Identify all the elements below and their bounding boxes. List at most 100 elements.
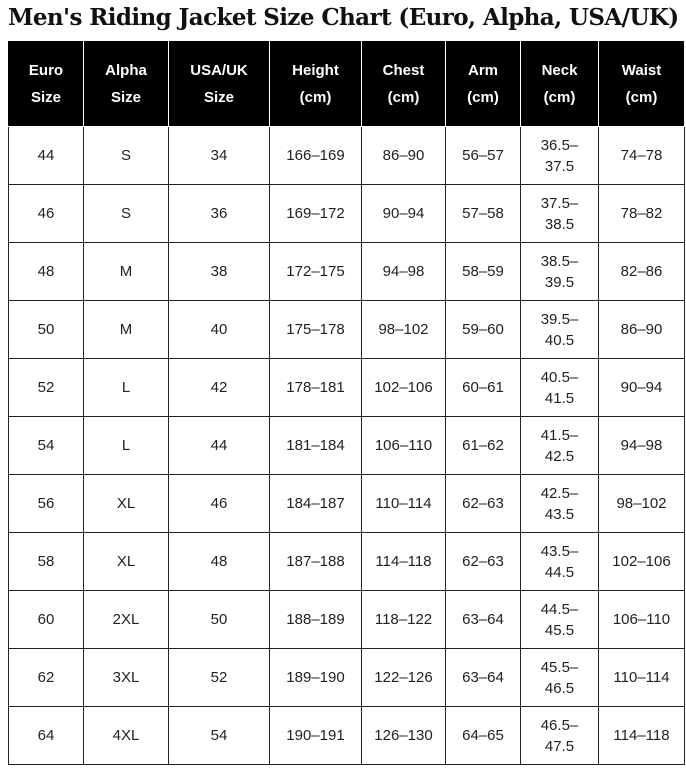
- cell-usa-uk-size: 40: [168, 300, 270, 359]
- cell-arm: 59–60: [445, 300, 521, 359]
- column-header-line: (cm): [543, 88, 576, 106]
- column-header-line: Euro: [28, 61, 64, 79]
- cell-value: 102–106: [612, 553, 671, 570]
- table-row: 58 XL 48 187–188 114–118 62–63 43.5–44.5 102–10…: [8, 532, 685, 591]
- cell-value: 40.5–41.5: [540, 368, 579, 407]
- cell-arm: 61–62: [445, 416, 521, 475]
- cell-euro-size: 52: [8, 358, 84, 417]
- cell-waist: 78–82: [598, 184, 685, 243]
- column-header-neck: Neck (cm): [520, 40, 599, 127]
- cell-usa-uk-size: 38: [168, 242, 270, 301]
- cell-value: 62–63: [462, 495, 504, 512]
- cell-usa-uk-size: 46: [168, 474, 270, 533]
- cell-value: 178–181: [286, 379, 345, 396]
- page-title: Men's Riding Jacket Size Chart (Euro, Al…: [8, 4, 679, 31]
- column-header-height: Height (cm): [269, 40, 362, 127]
- cell-value: S: [120, 147, 131, 164]
- column-header-line: Neck: [541, 61, 578, 79]
- cell-usa-uk-size: 48: [168, 532, 270, 591]
- cell-value: 187–188: [286, 553, 345, 570]
- cell-waist: 94–98: [598, 416, 685, 475]
- cell-value: 2XL: [112, 611, 140, 628]
- column-header-chest: Chest (cm): [361, 40, 446, 127]
- cell-height: 181–184: [269, 416, 362, 475]
- table-row: 46 S 36 169–172 90–94 57–58 37.5–38.5 78–82: [8, 184, 685, 243]
- cell-chest: 86–90: [361, 126, 446, 185]
- cell-chest: 126–130: [361, 706, 446, 765]
- cell-value: 44.5–45.5: [540, 600, 579, 639]
- cell-chest: 110–114: [361, 474, 446, 533]
- cell-value: 82–86: [620, 263, 663, 280]
- cell-neck: 36.5–37.5: [520, 126, 599, 185]
- column-header-line: Alpha: [105, 61, 147, 79]
- cell-height: 190–191: [269, 706, 362, 765]
- column-header-line: (cm): [299, 88, 332, 106]
- cell-value: 46.5–47.5: [540, 716, 579, 755]
- cell-waist: 90–94: [598, 358, 685, 417]
- cell-euro-size: 58: [8, 532, 84, 591]
- cell-value: 181–184: [286, 437, 345, 454]
- cell-waist: 102–106: [598, 532, 685, 591]
- cell-value: 52: [37, 379, 55, 396]
- column-header-euro-size: Euro Size: [8, 40, 84, 127]
- size-chart-table: Euro Size Alpha Size USA/UK Size Height (cm) Che…: [8, 40, 685, 765]
- column-header-line: (cm): [625, 88, 658, 106]
- cell-waist: 110–114: [598, 648, 685, 707]
- cell-value: L: [121, 437, 131, 454]
- cell-waist: 114–118: [598, 706, 685, 765]
- cell-arm: 63–64: [445, 648, 521, 707]
- column-header-line: Waist: [621, 61, 662, 79]
- cell-value: 45.5–46.5: [540, 658, 579, 697]
- cell-waist: 106–110: [598, 590, 685, 649]
- cell-arm: 58–59: [445, 242, 521, 301]
- cell-value: 57–58: [462, 205, 504, 222]
- cell-arm: 64–65: [445, 706, 521, 765]
- cell-value: 38.5–39.5: [540, 252, 579, 291]
- table-row: 50 M 40 175–178 98–102 59–60 39.5–40.5 86–90: [8, 300, 685, 359]
- cell-chest: 102–106: [361, 358, 446, 417]
- cell-value: 4XL: [112, 727, 140, 744]
- table-row: 56 XL 46 184–187 110–114 62–63 42.5–43.5 98–102: [8, 474, 685, 533]
- cell-value: 169–172: [286, 205, 345, 222]
- column-header-arm: Arm (cm): [445, 40, 521, 127]
- cell-alpha-size: 4XL: [83, 706, 169, 765]
- cell-usa-uk-size: 42: [168, 358, 270, 417]
- cell-alpha-size: 3XL: [83, 648, 169, 707]
- cell-value: 60–61: [462, 379, 504, 396]
- cell-value: 37.5–38.5: [540, 194, 579, 233]
- cell-chest: 122–126: [361, 648, 446, 707]
- cell-value: 98–102: [378, 321, 429, 338]
- cell-value: 110–114: [613, 669, 670, 686]
- cell-neck: 42.5–43.5: [520, 474, 599, 533]
- cell-value: 46: [210, 495, 228, 512]
- cell-euro-size: 44: [8, 126, 84, 185]
- table-row: 48 M 38 172–175 94–98 58–59 38.5–39.5 82–86: [8, 242, 685, 301]
- cell-arm: 60–61: [445, 358, 521, 417]
- cell-value: 42: [210, 379, 228, 396]
- cell-value: 54: [210, 727, 228, 744]
- cell-chest: 98–102: [361, 300, 446, 359]
- cell-value: 78–82: [620, 205, 663, 222]
- cell-neck: 39.5–40.5: [520, 300, 599, 359]
- cell-value: 56: [37, 495, 55, 512]
- cell-value: 61–62: [462, 437, 504, 454]
- cell-height: 172–175: [269, 242, 362, 301]
- cell-value: 62: [37, 669, 55, 686]
- cell-chest: 106–110: [361, 416, 446, 475]
- cell-alpha-size: 2XL: [83, 590, 169, 649]
- cell-value: L: [121, 379, 131, 396]
- table-row: 44 S 34 166–169 86–90 56–57 36.5–37.5 74–78: [8, 126, 685, 185]
- cell-euro-size: 54: [8, 416, 84, 475]
- cell-height: 184–187: [269, 474, 362, 533]
- cell-value: 60: [37, 611, 55, 628]
- cell-neck: 37.5–38.5: [520, 184, 599, 243]
- cell-value: 188–189: [286, 611, 345, 628]
- cell-height: 166–169: [269, 126, 362, 185]
- cell-value: 56–57: [462, 147, 504, 164]
- cell-value: XL: [116, 495, 136, 512]
- column-header-line: Size: [30, 88, 61, 106]
- cell-value: 59–60: [462, 321, 504, 338]
- cell-value: 189–190: [286, 669, 345, 686]
- cell-value: 64: [37, 727, 55, 744]
- cell-value: 58: [37, 553, 55, 570]
